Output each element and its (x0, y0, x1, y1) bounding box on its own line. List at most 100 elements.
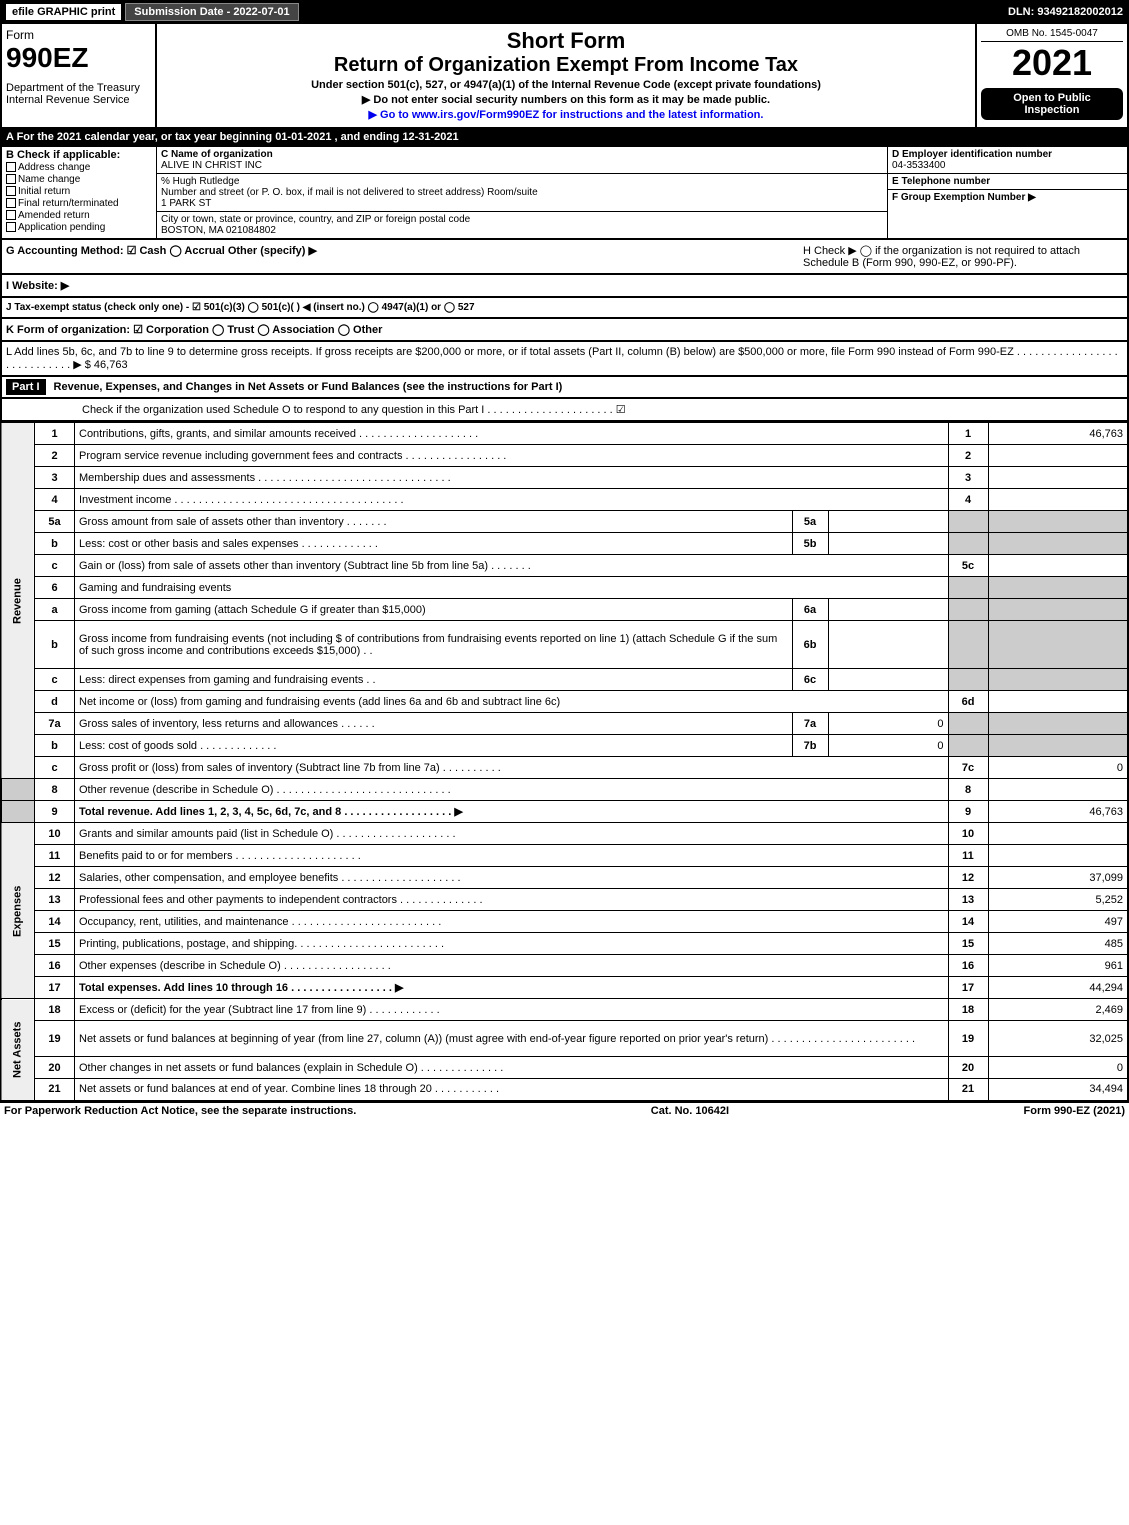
chk-application-pending[interactable]: Application pending (6, 222, 152, 233)
line-7b: Less: cost of goods sold . . . . . . . .… (75, 735, 793, 757)
line-4-amt (988, 489, 1128, 511)
short-form-title: Short Form (161, 28, 971, 54)
line-13: Professional fees and other payments to … (75, 889, 949, 911)
row-l-gross-receipts: L Add lines 5b, 6c, and 7b to line 9 to … (0, 342, 1129, 377)
department: Department of the Treasury Internal Reve… (6, 82, 151, 106)
line-1: Contributions, gifts, grants, and simila… (75, 423, 949, 445)
city-value: BOSTON, MA 021084802 (161, 225, 276, 236)
line-18: Excess or (deficit) for the year (Subtra… (75, 999, 949, 1021)
line-6c: Less: direct expenses from gaming and fu… (75, 669, 793, 691)
line-17: Total expenses. Add lines 10 through 16 … (75, 977, 949, 999)
care-of: % Hugh Rutledge (161, 176, 239, 187)
c-name-label: C Name of organization (161, 149, 273, 160)
no-ssn-note: ▶ Do not enter social security numbers o… (161, 93, 971, 106)
efile-label[interactable]: efile GRAPHIC print (6, 4, 121, 20)
line-8: Other revenue (describe in Schedule O) .… (75, 779, 949, 801)
line-14: Occupancy, rent, utilities, and maintena… (75, 911, 949, 933)
org-name: ALIVE IN CHRIST INC (161, 160, 262, 171)
part-1-table: Revenue 1Contributions, gifts, grants, a… (0, 422, 1129, 1102)
line-5a-amt (828, 511, 948, 533)
part-1-check: Check if the organization used Schedule … (0, 399, 1129, 422)
goto-link[interactable]: ▶ Go to www.irs.gov/Form990EZ for instru… (161, 108, 971, 121)
line-19-amt: 32,025 (988, 1021, 1128, 1057)
row-i-website: I Website: ▶ (0, 275, 1129, 298)
row-k-org-form: K Form of organization: ☑ Corporation ◯ … (0, 319, 1129, 342)
line-3-amt (988, 467, 1128, 489)
line-10-amt (988, 823, 1128, 845)
line-5b: Less: cost or other basis and sales expe… (75, 533, 793, 555)
line-2: Program service revenue including govern… (75, 445, 949, 467)
line-5a: Gross amount from sale of assets other t… (75, 511, 793, 533)
line-6d-amt (988, 691, 1128, 713)
under-section: Under section 501(c), 527, or 4947(a)(1)… (161, 79, 971, 91)
line-6d: Net income or (loss) from gaming and fun… (75, 691, 949, 713)
top-bar: efile GRAPHIC print Submission Date - 20… (0, 0, 1129, 24)
line-20: Other changes in net assets or fund bala… (75, 1057, 949, 1079)
part-1-header: Part I Revenue, Expenses, and Changes in… (0, 377, 1129, 399)
line-7b-amt: 0 (828, 735, 948, 757)
dln-label: DLN: 93492182002012 (1008, 6, 1123, 18)
chk-final-return[interactable]: Final return/terminated (6, 198, 152, 209)
line-6a-amt (828, 599, 948, 621)
section-d-e-f: D Employer identification number04-35334… (887, 147, 1127, 238)
line-5c-amt (988, 555, 1128, 577)
city-label: City or town, state or province, country… (161, 214, 470, 225)
line-6a: Gross income from gaming (attach Schedul… (75, 599, 793, 621)
line-16: Other expenses (describe in Schedule O) … (75, 955, 949, 977)
row-g-h: G Accounting Method: ☑ Cash ◯ Accrual Ot… (0, 240, 1129, 275)
form-title: Return of Organization Exempt From Incom… (161, 54, 971, 77)
form-word: Form (6, 28, 151, 42)
line-2-amt (988, 445, 1128, 467)
footer-left: For Paperwork Reduction Act Notice, see … (4, 1105, 356, 1117)
section-b-c-d: B Check if applicable: Address change Na… (0, 147, 1129, 240)
d-ein-value: 04-3533400 (892, 160, 945, 171)
form-number: 990EZ (6, 42, 151, 74)
line-7a-amt: 0 (828, 713, 948, 735)
open-public-badge: Open to Public Inspection (981, 88, 1123, 120)
e-phone-label: E Telephone number (892, 176, 990, 187)
line-11: Benefits paid to or for members . . . . … (75, 845, 949, 867)
line-9-amt: 46,763 (988, 801, 1128, 823)
line-7c: Gross profit or (loss) from sales of inv… (75, 757, 949, 779)
d-ein-label: D Employer identification number (892, 149, 1052, 160)
section-c: C Name of organizationALIVE IN CHRIST IN… (157, 147, 887, 238)
line-15-amt: 485 (988, 933, 1128, 955)
line-7c-amt: 0 (988, 757, 1128, 779)
omb-number: OMB No. 1545-0047 (981, 28, 1123, 42)
section-b-title: B Check if applicable: (6, 149, 152, 161)
line-1-amt: 46,763 (988, 423, 1128, 445)
chk-initial-return[interactable]: Initial return (6, 186, 152, 197)
line-9: Total revenue. Add lines 1, 2, 3, 4, 5c,… (75, 801, 949, 823)
line-11-amt (988, 845, 1128, 867)
footer: For Paperwork Reduction Act Notice, see … (0, 1102, 1129, 1119)
expenses-sidebar: Expenses (1, 823, 35, 999)
line-7a: Gross sales of inventory, less returns a… (75, 713, 793, 735)
line-13-amt: 5,252 (988, 889, 1128, 911)
submission-date[interactable]: Submission Date - 2022-07-01 (125, 3, 298, 21)
line-6b: Gross income from fundraising events (no… (75, 621, 793, 669)
line-21: Net assets or fund balances at end of ye… (75, 1079, 949, 1101)
chk-name-change[interactable]: Name change (6, 174, 152, 185)
form-header: Form 990EZ Department of the Treasury In… (0, 24, 1129, 129)
line-5b-amt (828, 533, 948, 555)
chk-address-change[interactable]: Address change (6, 162, 152, 173)
line-19: Net assets or fund balances at beginning… (75, 1021, 949, 1057)
line-12-amt: 37,099 (988, 867, 1128, 889)
footer-right: Form 990-EZ (2021) (1024, 1105, 1125, 1117)
footer-center: Cat. No. 10642I (651, 1105, 729, 1117)
tax-year: 2021 (981, 42, 1123, 84)
line-16-amt: 961 (988, 955, 1128, 977)
street-value: 1 PARK ST (161, 198, 211, 209)
line-3: Membership dues and assessments . . . . … (75, 467, 949, 489)
chk-amended-return[interactable]: Amended return (6, 210, 152, 221)
line-18-amt: 2,469 (988, 999, 1128, 1021)
accounting-method: G Accounting Method: ☑ Cash ◯ Accrual Ot… (6, 244, 317, 269)
row-j-tax-exempt: J Tax-exempt status (check only one) - ☑… (0, 298, 1129, 319)
netassets-sidebar: Net Assets (1, 999, 35, 1101)
line-15: Printing, publications, postage, and shi… (75, 933, 949, 955)
part-1-title: Revenue, Expenses, and Changes in Net As… (54, 381, 563, 393)
line-14-amt: 497 (988, 911, 1128, 933)
row-a-tax-year: A For the 2021 calendar year, or tax yea… (0, 129, 1129, 147)
line-10: Grants and similar amounts paid (list in… (75, 823, 949, 845)
street-label: Number and street (or P. O. box, if mail… (161, 187, 538, 198)
